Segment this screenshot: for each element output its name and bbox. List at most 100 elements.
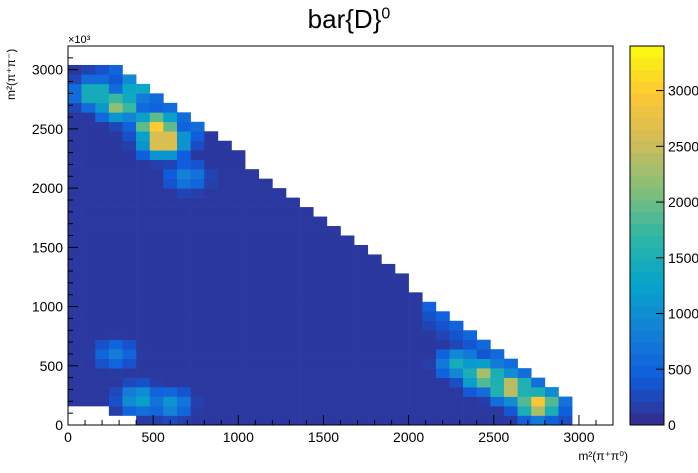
color-scale-segment: [630, 389, 664, 402]
heatmap-bin: [258, 273, 273, 284]
heatmap-bin: [95, 254, 110, 265]
heatmap-bin: [149, 93, 164, 104]
heatmap-bin: [286, 387, 300, 397]
heatmap-bin: [245, 339, 260, 350]
heatmap-bin: [177, 282, 191, 293]
heatmap-bin: [286, 273, 300, 284]
heatmap-bin: [449, 320, 464, 331]
heatmap-bin: [313, 377, 328, 388]
heatmap-bin: [190, 387, 205, 397]
heatmap-bin: [177, 121, 191, 132]
heatmap-bin: [231, 216, 246, 227]
heatmap-bin: [395, 358, 409, 369]
heatmap-bin: [95, 273, 110, 284]
heatmap-bin: [190, 282, 205, 293]
heatmap-bin: [531, 377, 546, 388]
heatmap-bin: [272, 216, 287, 227]
heatmap-bin: [68, 83, 82, 94]
heatmap-bin: [177, 301, 191, 312]
heatmap-bin: [68, 235, 82, 246]
heatmap-bin: [204, 263, 219, 274]
heatmap-bin: [449, 415, 464, 426]
heatmap-bin: [177, 112, 191, 123]
heatmap-bin: [177, 358, 191, 369]
heatmap-bin: [108, 320, 123, 331]
heatmap-bin: [163, 301, 178, 312]
heatmap-bin: [190, 197, 205, 208]
heatmap-bin: [258, 330, 273, 341]
heatmap-bin: [299, 207, 314, 217]
heatmap-bin: [81, 197, 96, 208]
heatmap-bin: [422, 330, 437, 341]
heatmap-bin: [476, 339, 491, 350]
heatmap-bin: [299, 377, 314, 388]
heatmap-bin: [381, 358, 396, 369]
heatmap-bin: [313, 235, 328, 246]
heatmap-bin: [122, 150, 137, 160]
heatmap-bin: [108, 188, 123, 198]
heatmap-bin: [354, 377, 369, 388]
heatmap-bin: [299, 226, 314, 236]
heatmap-bin: [81, 150, 96, 160]
heatmap-bin: [122, 112, 137, 123]
heatmap-bin: [149, 282, 164, 293]
heatmap-bin: [490, 349, 505, 359]
heatmap-bin: [286, 254, 300, 265]
heatmap-bin: [95, 93, 110, 104]
heatmap-bin: [122, 159, 137, 170]
heatmap-bin: [299, 339, 314, 350]
heatmap-bin: [204, 140, 219, 151]
heatmap-bin: [122, 169, 137, 179]
heatmap-bin: [435, 377, 450, 388]
heatmap-bin: [272, 226, 287, 236]
heatmap-bin: [299, 320, 314, 331]
heatmap-bin: [217, 254, 232, 265]
heatmap-bin: [517, 387, 532, 397]
heatmap-bin: [449, 406, 464, 416]
heatmap-bin: [149, 121, 164, 132]
heatmap-bin: [149, 415, 164, 426]
heatmap-bin: [163, 244, 178, 255]
heatmap-bin: [381, 387, 396, 397]
heatmap-bin: [299, 282, 314, 293]
heatmap-bin: [272, 368, 287, 378]
heatmap-bin: [299, 368, 314, 378]
heatmap-bin: [68, 254, 82, 265]
heatmap-bin: [381, 377, 396, 388]
heatmap-bin: [422, 320, 437, 331]
color-scale-segment: [630, 318, 664, 331]
color-scale-segment: [630, 353, 664, 367]
heatmap-bin: [463, 368, 478, 378]
heatmap-bin: [136, 263, 151, 274]
heatmap-bin: [272, 330, 287, 341]
heatmap-bin: [258, 197, 273, 208]
heatmap-bin: [272, 415, 287, 426]
heatmap-bin: [177, 244, 191, 255]
heatmap-bin: [422, 377, 437, 388]
heatmap-bin: [408, 396, 423, 407]
heatmap-bin: [258, 244, 273, 255]
heatmap-bin: [204, 301, 219, 312]
heatmap-bin: [367, 273, 382, 284]
heatmap-bin: [108, 64, 123, 75]
heatmap-bin: [286, 207, 300, 217]
heatmap-bin: [408, 339, 423, 350]
heatmap-bin: [272, 282, 287, 293]
heatmap-bin: [286, 263, 300, 274]
heatmap-bin: [204, 150, 219, 160]
heatmap-bin: [231, 188, 246, 198]
y-axis-multiplier: ×10³: [68, 34, 91, 46]
heatmap-bin: [231, 150, 246, 160]
heatmap-bin: [408, 301, 423, 312]
heatmap-bin: [136, 178, 151, 189]
heatmap-bin: [367, 406, 382, 416]
heatmap-bin: [395, 330, 409, 341]
heatmap-bin: [81, 396, 96, 407]
heatmap-bin: [81, 273, 96, 284]
heatmap-bin: [149, 159, 164, 170]
heatmap-bin: [190, 339, 205, 350]
heatmap-bin: [95, 150, 110, 160]
heatmap-bin: [177, 415, 191, 426]
heatmap-bin: [245, 377, 260, 388]
heatmap-bin: [95, 207, 110, 217]
